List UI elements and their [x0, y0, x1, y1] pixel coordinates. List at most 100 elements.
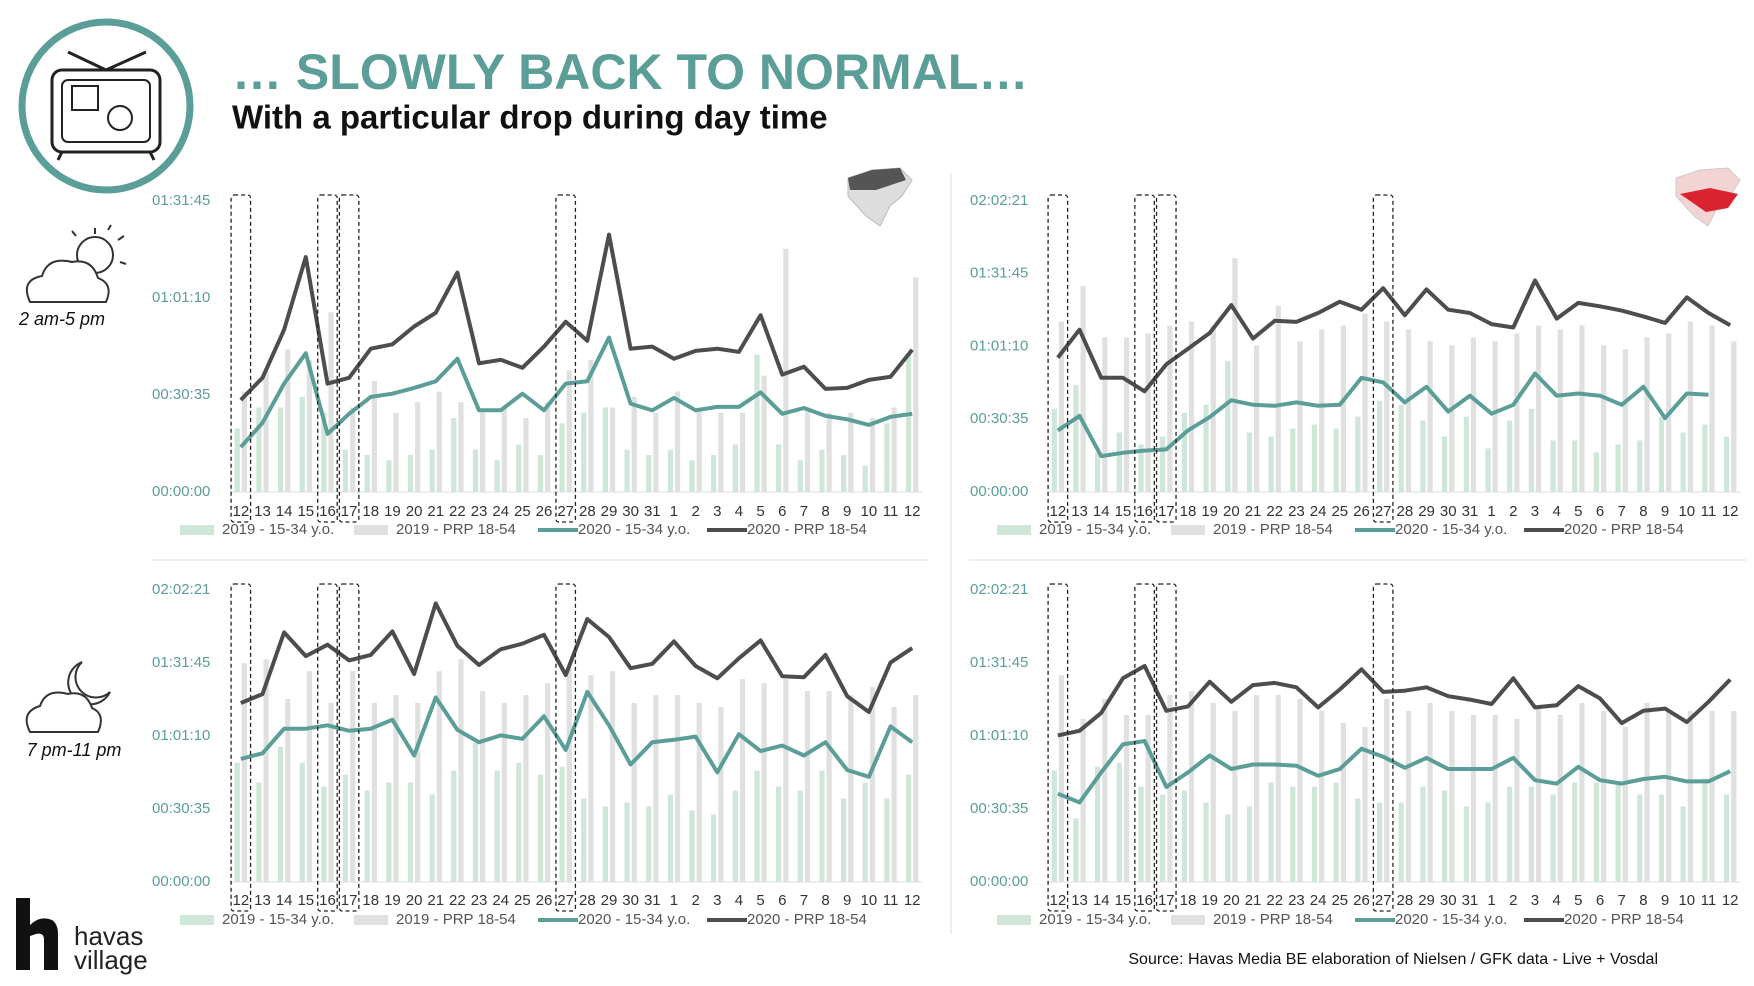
x-tick-label: 26 [536, 892, 553, 909]
bar [393, 412, 399, 492]
highlight-box [338, 583, 360, 912]
y-tick-label: 01:01:10 [152, 289, 210, 306]
x-tick-label: 16 [319, 892, 336, 909]
bar [891, 706, 897, 882]
bar [1687, 710, 1693, 882]
bar [804, 691, 811, 882]
x-tick-label: 3 [713, 503, 721, 520]
legend-label: 2019 - PRP 18-54 [396, 521, 516, 538]
x-tick-label: 25 [1331, 892, 1348, 909]
x-tick-label: 12 [1050, 503, 1067, 520]
bar [588, 359, 594, 492]
x-tick-label: 15 [297, 503, 314, 520]
legend-label: 2019 - PRP 18-54 [1213, 521, 1333, 538]
x-tick-label: 12 [232, 892, 249, 909]
bar [1145, 333, 1151, 492]
bar [913, 695, 919, 882]
bar [1268, 782, 1274, 882]
bar [1687, 321, 1693, 492]
map-icon [847, 167, 913, 227]
bar [1470, 337, 1477, 492]
bar [711, 454, 717, 492]
y-tick-label: 01:31:45 [152, 192, 210, 209]
bar [609, 407, 616, 492]
x-tick-label: 29 [1418, 892, 1435, 909]
line-series [240, 601, 914, 714]
x-tick-label: 29 [601, 892, 618, 909]
bar [429, 794, 435, 882]
line-series [240, 689, 914, 779]
x-tick-label: 11 [1701, 892, 1717, 909]
bar [1123, 714, 1130, 882]
bar [494, 460, 500, 492]
bar [1138, 444, 1144, 492]
bar [458, 659, 464, 882]
x-tick-label: 2 [691, 503, 699, 520]
x-tick-label: 19 [1201, 503, 1218, 520]
bar [415, 703, 421, 882]
bar [848, 695, 854, 882]
highlight-box [1134, 583, 1156, 912]
bar [1463, 416, 1469, 492]
bar [472, 742, 479, 882]
x-tick-label: 21 [427, 892, 444, 909]
bar [1723, 794, 1730, 882]
bar [436, 391, 442, 492]
bar [1709, 325, 1715, 492]
bar [1188, 691, 1195, 882]
bar [1225, 814, 1231, 882]
bar [1254, 695, 1260, 882]
bar [371, 380, 377, 492]
bar [1731, 710, 1737, 882]
x-tick-label: 28 [579, 892, 596, 909]
bar [566, 370, 572, 492]
bar [819, 770, 825, 882]
bar [1579, 703, 1585, 882]
legend-label: 2019 - 15-34 y.o. [222, 521, 334, 538]
bar [1535, 706, 1542, 882]
x-tick-label: 19 [384, 503, 401, 520]
bar [1116, 762, 1122, 882]
x-tick-label: 2 [1509, 503, 1517, 520]
bar [1333, 782, 1339, 882]
bar [1398, 802, 1404, 882]
bar [1319, 710, 1325, 882]
bar [1073, 384, 1079, 492]
bar [277, 746, 284, 882]
bar [1449, 345, 1455, 492]
highlight-box [1155, 583, 1177, 912]
x-tick-label: 7 [1618, 892, 1626, 909]
bar [1615, 782, 1621, 882]
x-tick-label: 3 [713, 892, 721, 909]
bar [1340, 325, 1346, 492]
bar [1463, 806, 1469, 882]
bar [1181, 412, 1187, 492]
bar [1680, 432, 1686, 492]
row-label: 7 pm-11 pm [27, 740, 122, 760]
x-tick-label: 4 [1552, 892, 1560, 909]
bar [1246, 806, 1253, 882]
bar [1290, 786, 1296, 882]
bar [739, 679, 746, 882]
bar [1225, 361, 1231, 492]
highlight-box [338, 194, 360, 523]
bar [1297, 341, 1303, 492]
bar [1637, 794, 1643, 882]
bar [458, 402, 464, 492]
bar [364, 454, 370, 492]
x-tick-label: 3 [1531, 503, 1539, 520]
x-tick-label: 19 [384, 892, 401, 909]
bar [819, 449, 825, 492]
x-tick-label: 9 [843, 892, 851, 909]
bar [501, 407, 507, 492]
bar [1275, 695, 1281, 882]
y-tick-label: 00:30:35 [152, 386, 210, 403]
x-tick-label: 9 [1661, 503, 1669, 520]
bar [516, 762, 522, 882]
bar [1572, 782, 1578, 882]
bar [761, 683, 767, 882]
y-tick-label: 00:00:00 [152, 483, 210, 500]
title: … SLOWLY BACK TO NORMAL… [232, 44, 1028, 100]
legend-label: 2019 - 15-34 y.o. [222, 911, 334, 928]
